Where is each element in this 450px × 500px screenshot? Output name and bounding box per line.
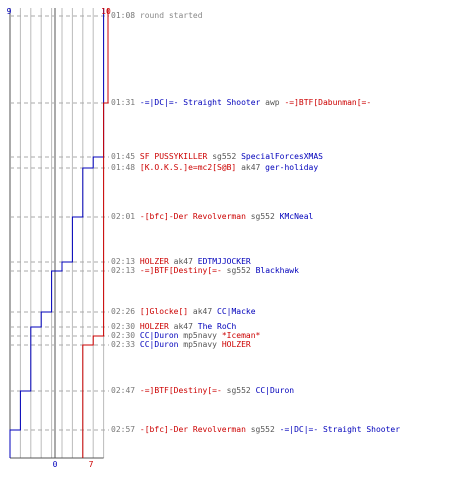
event-row: 02:13 -=]BTF[Destiny[=- sg552 Blackhawk <box>111 266 299 275</box>
event-time: 02:30 <box>111 322 136 331</box>
weapon-name: mp5navy <box>183 331 217 340</box>
event-row: 02:57 -[bfc]-Der Revolverman sg552 -=|DC… <box>111 425 400 434</box>
victim-name: *Iceman* <box>221 331 261 340</box>
victim-name: CC|Duron <box>255 386 295 395</box>
event-time: 02:13 <box>111 257 136 266</box>
victim-name: -=]BTF[Dabunman[=- <box>284 98 372 107</box>
red-score-top: 10 <box>101 7 111 16</box>
victim-name: CC|Macke <box>217 307 256 316</box>
event-row: 02:33 CC|Duron mp5navy HOLZER <box>111 340 251 349</box>
event-row: 01:31 -=|DC|=- Straight Shooter awp -=]B… <box>111 98 371 107</box>
event-time: 02:33 <box>111 340 136 349</box>
victim-name: The RoCh <box>197 322 237 331</box>
event-row: 02:30 CC|Duron mp5navy *Iceman* <box>111 331 260 340</box>
killer-name: SF PUSSYKILLER <box>139 152 208 161</box>
weapon-name: awp <box>265 98 280 107</box>
killer-name: -[bfc]-Der Revolverman <box>139 425 246 434</box>
weapon-name: ak47 <box>192 307 213 316</box>
event-time: 02:13 <box>111 266 136 275</box>
weapon-name: ak47 <box>241 163 261 172</box>
weapon-name: sg552 <box>250 425 275 434</box>
event-row: 02:47 -=]BTF[Destiny[=- sg552 CC|Duron <box>111 386 294 395</box>
victim-name: Blackhawk <box>255 266 299 275</box>
weapon-name: sg552 <box>226 386 251 395</box>
victim-name: ger-holiday <box>265 163 319 172</box>
event-time: 01:08 <box>111 11 136 20</box>
victim-name: SpecialForcesXMAS <box>241 152 323 161</box>
event-row: 02:30 HOLZER ak47 The RoCh <box>111 322 236 331</box>
player-grid <box>9 8 105 459</box>
red-team-alive-line <box>82 8 109 458</box>
killer-name: -[bfc]-Der Revolverman <box>139 212 246 221</box>
event-row: 02:26 []Glocke[] ak47 CC|Macke <box>111 307 256 316</box>
killer-name: CC|Duron <box>139 331 179 340</box>
blue-score-bottom: 0 <box>53 460 58 469</box>
weapon-name: sg552 <box>212 152 237 161</box>
event-time: 01:45 <box>111 152 136 161</box>
killer-name: HOLZER <box>139 257 169 266</box>
event-time: 02:26 <box>111 307 136 316</box>
killer-name: []Glocke[] <box>139 307 189 316</box>
victim-name: -=|DC|=- Straight Shooter <box>279 425 401 434</box>
blue-score-top: 9 <box>7 7 12 16</box>
weapon-name: ak47 <box>173 322 193 331</box>
weapon-name: sg552 <box>250 212 275 221</box>
event-time: 02:01 <box>111 212 136 221</box>
event-row: 01:48 [K.O.K.S.]e=mc2[S@B] ak47 ger-holi… <box>111 163 318 172</box>
killer-name: -=|DC|=- Straight Shooter <box>139 98 261 107</box>
red-score-bottom: 7 <box>89 460 94 469</box>
victim-name: HOLZER <box>221 340 251 349</box>
killer-name: -=]BTF[Destiny[=- <box>139 386 222 395</box>
event-time: 02:47 <box>111 386 136 395</box>
killer-name: CC|Duron <box>139 340 179 349</box>
event-time: 02:57 <box>111 425 136 434</box>
blue-team-alive-line <box>9 8 105 458</box>
event-note: round started <box>139 11 203 20</box>
weapon-name: mp5navy <box>183 340 217 349</box>
victim-name: EDTMJJOCKER <box>197 257 251 266</box>
killer-name: HOLZER <box>139 322 169 331</box>
killer-name: [K.O.K.S.]e=mc2[S@B] <box>139 163 237 172</box>
event-row: 02:01 -[bfc]-Der Revolverman sg552 KMcNe… <box>111 212 313 221</box>
event-time: 01:48 <box>111 163 136 172</box>
weapon-name: sg552 <box>226 266 251 275</box>
killer-name: -=]BTF[Destiny[=- <box>139 266 222 275</box>
event-time: 02:30 <box>111 331 136 340</box>
event-row: 02:13 HOLZER ak47 EDTMJJOCKER <box>111 257 251 266</box>
event-time: 01:31 <box>111 98 136 107</box>
weapon-name: ak47 <box>173 257 193 266</box>
event-row: 01:45 SF PUSSYKILLER sg552 SpecialForces… <box>111 152 323 161</box>
event-row: 01:08 round started <box>111 11 203 20</box>
victim-name: KMcNeal <box>279 212 314 221</box>
